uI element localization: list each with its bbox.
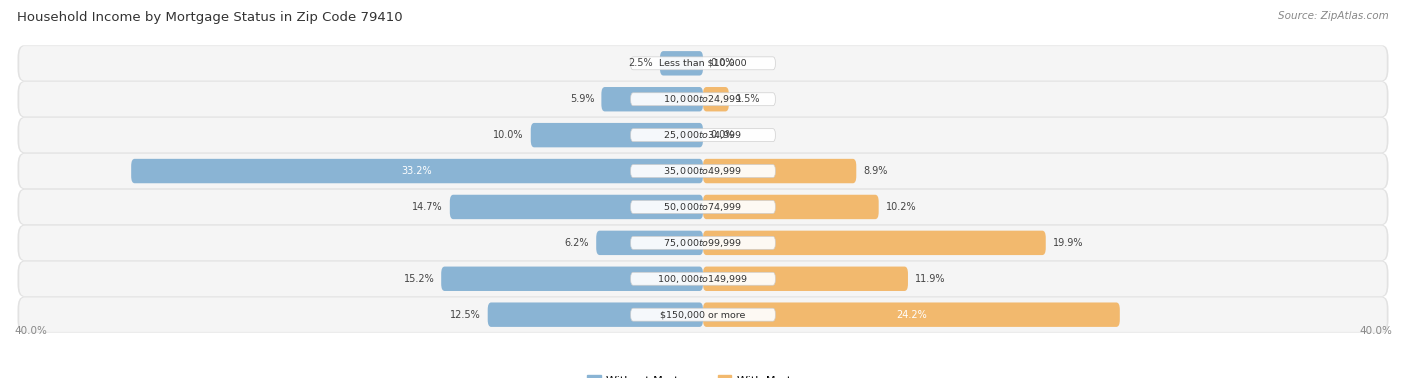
Text: $25,000 to $34,999: $25,000 to $34,999 bbox=[664, 129, 742, 141]
FancyBboxPatch shape bbox=[20, 190, 1386, 224]
FancyBboxPatch shape bbox=[703, 266, 908, 291]
FancyBboxPatch shape bbox=[631, 308, 775, 321]
FancyBboxPatch shape bbox=[631, 93, 775, 106]
Text: Source: ZipAtlas.com: Source: ZipAtlas.com bbox=[1278, 11, 1389, 21]
Legend: Without Mortgage, With Mortgage: Without Mortgage, With Mortgage bbox=[582, 371, 824, 378]
FancyBboxPatch shape bbox=[441, 266, 703, 291]
FancyBboxPatch shape bbox=[17, 225, 1389, 261]
Text: 0.0%: 0.0% bbox=[710, 58, 734, 68]
Text: 10.0%: 10.0% bbox=[494, 130, 524, 140]
Text: 2.5%: 2.5% bbox=[628, 58, 652, 68]
FancyBboxPatch shape bbox=[703, 195, 879, 219]
FancyBboxPatch shape bbox=[20, 154, 1386, 188]
FancyBboxPatch shape bbox=[17, 45, 1389, 81]
FancyBboxPatch shape bbox=[703, 302, 1119, 327]
Text: 5.9%: 5.9% bbox=[569, 94, 595, 104]
FancyBboxPatch shape bbox=[131, 159, 703, 183]
FancyBboxPatch shape bbox=[703, 231, 1046, 255]
Text: 40.0%: 40.0% bbox=[14, 325, 46, 336]
Text: $150,000 or more: $150,000 or more bbox=[661, 310, 745, 319]
Text: 0.0%: 0.0% bbox=[710, 130, 734, 140]
FancyBboxPatch shape bbox=[631, 236, 775, 249]
FancyBboxPatch shape bbox=[602, 87, 703, 112]
FancyBboxPatch shape bbox=[631, 272, 775, 285]
FancyBboxPatch shape bbox=[17, 261, 1389, 297]
Text: 24.2%: 24.2% bbox=[896, 310, 927, 320]
Text: 33.2%: 33.2% bbox=[402, 166, 433, 176]
Text: 40.0%: 40.0% bbox=[1360, 325, 1392, 336]
Text: $75,000 to $99,999: $75,000 to $99,999 bbox=[664, 237, 742, 249]
FancyBboxPatch shape bbox=[17, 81, 1389, 117]
FancyBboxPatch shape bbox=[631, 164, 775, 178]
Text: 11.9%: 11.9% bbox=[915, 274, 945, 284]
FancyBboxPatch shape bbox=[631, 129, 775, 142]
Text: $10,000 to $24,999: $10,000 to $24,999 bbox=[664, 93, 742, 105]
FancyBboxPatch shape bbox=[17, 117, 1389, 153]
FancyBboxPatch shape bbox=[17, 189, 1389, 225]
Text: Less than $10,000: Less than $10,000 bbox=[659, 59, 747, 68]
FancyBboxPatch shape bbox=[17, 153, 1389, 189]
FancyBboxPatch shape bbox=[450, 195, 703, 219]
FancyBboxPatch shape bbox=[631, 200, 775, 214]
FancyBboxPatch shape bbox=[703, 159, 856, 183]
FancyBboxPatch shape bbox=[20, 46, 1386, 81]
FancyBboxPatch shape bbox=[17, 297, 1389, 333]
Text: $50,000 to $74,999: $50,000 to $74,999 bbox=[664, 201, 742, 213]
Text: Household Income by Mortgage Status in Zip Code 79410: Household Income by Mortgage Status in Z… bbox=[17, 11, 402, 24]
FancyBboxPatch shape bbox=[531, 123, 703, 147]
FancyBboxPatch shape bbox=[20, 118, 1386, 152]
FancyBboxPatch shape bbox=[488, 302, 703, 327]
Text: 12.5%: 12.5% bbox=[450, 310, 481, 320]
Text: $100,000 to $149,999: $100,000 to $149,999 bbox=[658, 273, 748, 285]
Text: 8.9%: 8.9% bbox=[863, 166, 887, 176]
Text: 6.2%: 6.2% bbox=[565, 238, 589, 248]
FancyBboxPatch shape bbox=[631, 57, 775, 70]
FancyBboxPatch shape bbox=[659, 51, 703, 76]
FancyBboxPatch shape bbox=[20, 297, 1386, 332]
Text: $35,000 to $49,999: $35,000 to $49,999 bbox=[664, 165, 742, 177]
FancyBboxPatch shape bbox=[20, 82, 1386, 116]
Text: 10.2%: 10.2% bbox=[886, 202, 917, 212]
Text: 15.2%: 15.2% bbox=[404, 274, 434, 284]
FancyBboxPatch shape bbox=[20, 262, 1386, 296]
Text: 19.9%: 19.9% bbox=[1053, 238, 1083, 248]
Text: 14.7%: 14.7% bbox=[412, 202, 443, 212]
FancyBboxPatch shape bbox=[703, 87, 728, 112]
Text: 1.5%: 1.5% bbox=[735, 94, 761, 104]
FancyBboxPatch shape bbox=[20, 226, 1386, 260]
FancyBboxPatch shape bbox=[596, 231, 703, 255]
